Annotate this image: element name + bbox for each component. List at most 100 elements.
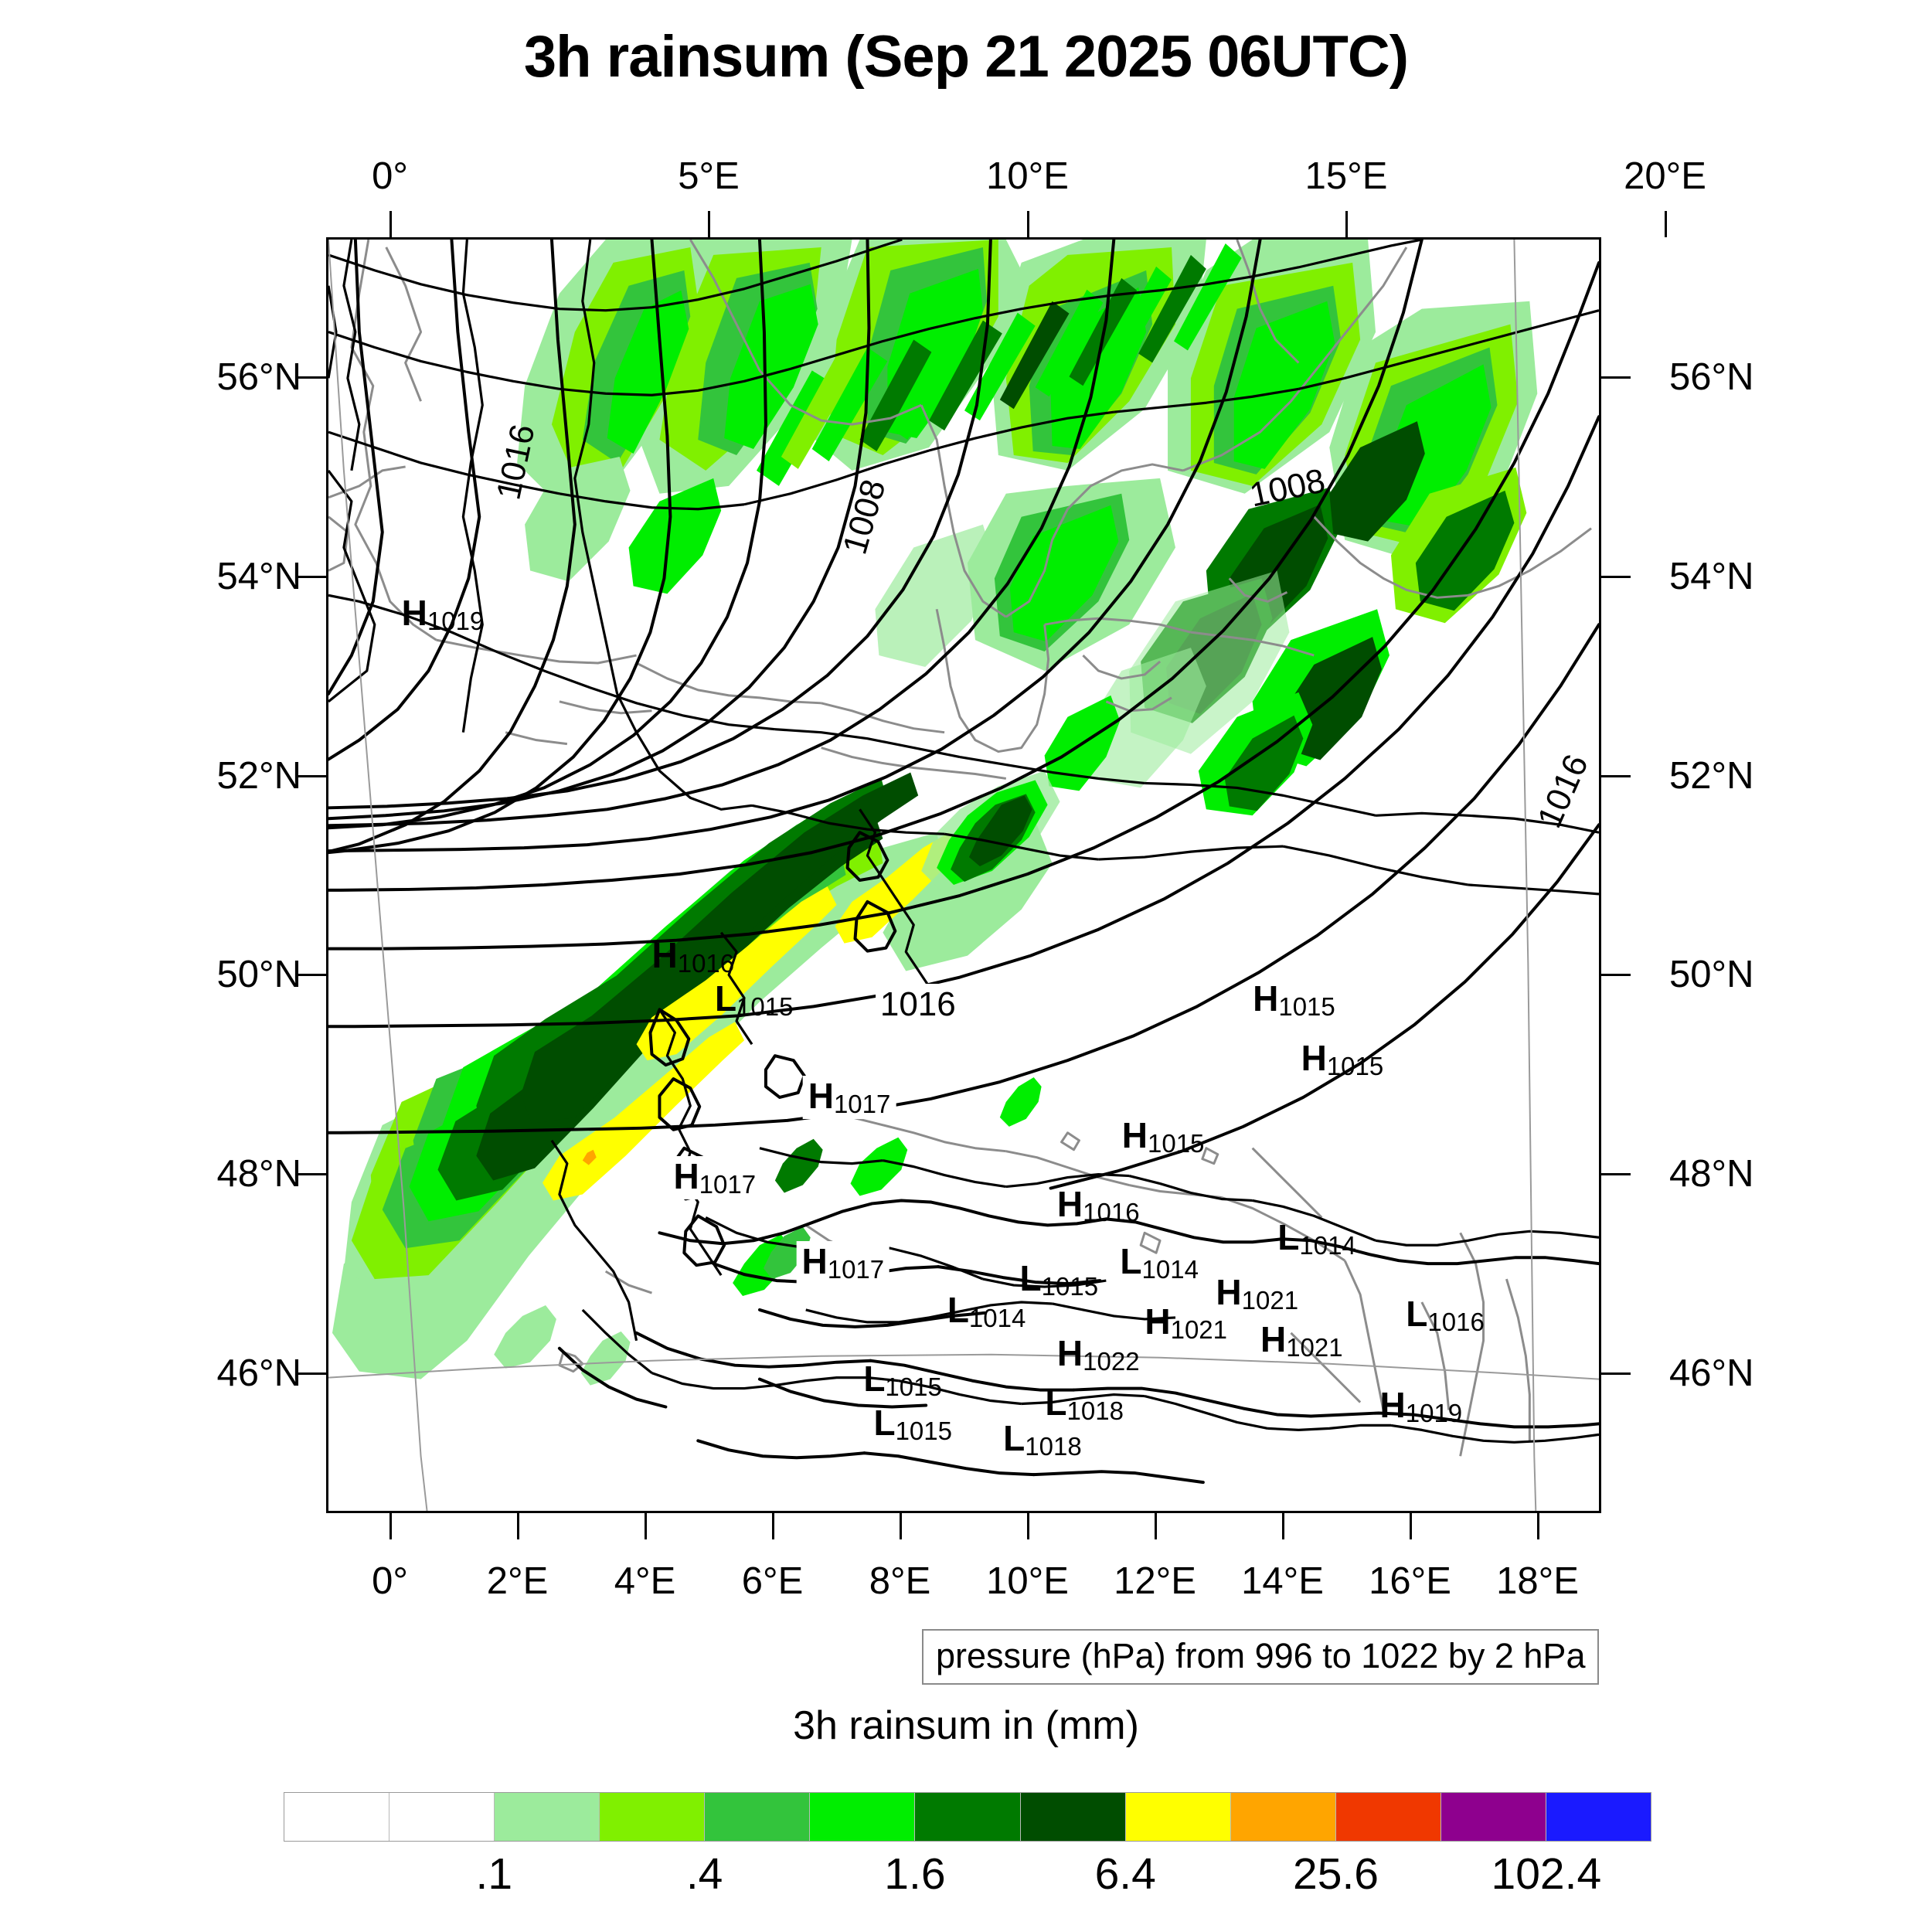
pressure-centre-value: 1016: [677, 948, 735, 978]
map-canvas: [328, 240, 1599, 1511]
colorbar-title: 3h rainsum in (mm): [793, 1703, 1139, 1748]
pressure-centre-value: 1015: [1041, 1271, 1099, 1301]
pressure-centre-value: 1014: [1141, 1255, 1199, 1284]
axis-tick-bottom-7: 14°E: [1241, 1560, 1324, 1602]
colorbar-cell[interactable]: [1125, 1793, 1231, 1841]
high-pressure-marker: H1015: [1301, 1040, 1384, 1079]
high-pressure-marker: H1019: [402, 595, 485, 634]
pressure-centre-value: 1017: [699, 1170, 757, 1199]
high-pressure-marker: H1017: [796, 1241, 890, 1285]
axis-tickmark-top-4: [1664, 211, 1667, 237]
axis-tickmark-right-4: [1601, 1173, 1631, 1176]
graticule-layer: [328, 240, 1599, 1511]
pressure-centre-type: H: [1253, 978, 1279, 1019]
colorbar-cell[interactable]: [1335, 1793, 1441, 1841]
axis-tickmark-top-3: [1345, 211, 1348, 237]
pressure-centre-type: L: [1045, 1382, 1067, 1423]
axis-tick-top-4: 20°E: [1624, 155, 1706, 197]
pressure-contour-layer: [328, 240, 1599, 1485]
axis-tickmark-right-3: [1601, 974, 1631, 977]
colorbar-cell[interactable]: [284, 1793, 390, 1841]
high-pressure-marker: H1019: [1380, 1387, 1463, 1426]
axis-tickmark-left-5: [297, 1372, 326, 1376]
pressure-centre-type: H: [1145, 1301, 1171, 1342]
high-pressure-marker: H1021: [1145, 1304, 1227, 1342]
axis-tickmark-left-0: [297, 376, 326, 379]
colorbar-cell[interactable]: [1230, 1793, 1336, 1841]
colorbar-labels: .1 .4 1.6 6.4 25.6 102.4: [284, 1849, 1651, 1918]
axis-tickmark-bottom-5: [1026, 1513, 1029, 1539]
pressure-centre-value: 1015: [736, 992, 794, 1021]
pressure-centre-value: 1021: [1241, 1285, 1299, 1315]
pressure-centre-type: H: [1216, 1271, 1242, 1312]
colorbar-tick-label: .1: [475, 1849, 513, 1899]
high-pressure-marker: H1015: [1122, 1117, 1205, 1156]
axis-tick-bottom-1: 2°E: [486, 1560, 549, 1602]
pressure-centre-type: L: [1019, 1257, 1042, 1298]
pressure-centre-value: 1016: [1427, 1307, 1485, 1336]
low-pressure-marker: L1016: [1406, 1296, 1485, 1335]
pressure-centre-value: 1015: [885, 1372, 942, 1401]
axis-tick-bottom-5: 10°E: [986, 1560, 1069, 1602]
pressure-centre-value: 1017: [833, 1090, 891, 1119]
colorbar-cell[interactable]: [389, 1793, 495, 1841]
pressure-centre-value: 1016: [1083, 1198, 1140, 1227]
axis-tickmark-left-1: [297, 575, 326, 578]
pressure-centre-type: L: [1277, 1216, 1300, 1257]
contour-label-1016-s: 1016: [875, 984, 961, 1026]
axis-tickmark-bottom-6: [1154, 1513, 1157, 1539]
low-pressure-marker: L1015: [715, 981, 794, 1019]
pressure-centre-value: 1018: [1025, 1431, 1082, 1461]
axis-tickmark-left-4: [297, 1173, 326, 1176]
axis-tick-bottom-9: 18°E: [1496, 1560, 1579, 1602]
axis-tickmark-bottom-8: [1409, 1513, 1412, 1539]
axis-tick-left-5: 46°N: [216, 1352, 301, 1395]
colorbar[interactable]: [284, 1792, 1651, 1842]
axis-tick-top-2: 10°E: [986, 155, 1069, 197]
axis-tickmark-right-5: [1601, 1372, 1631, 1376]
colorbar-cell[interactable]: [705, 1793, 811, 1841]
high-pressure-marker: H1015: [1253, 981, 1335, 1019]
axis-tick-top-3: 15°E: [1304, 155, 1388, 197]
high-pressure-marker: H1017: [802, 1076, 896, 1120]
axis-tickmark-top-2: [1026, 211, 1029, 237]
colorbar-cell[interactable]: [600, 1793, 706, 1841]
colorbar-tick-label: 6.4: [1094, 1849, 1156, 1899]
colorbar-tick-label: 1.6: [884, 1849, 946, 1899]
colorbar-cell[interactable]: [1546, 1793, 1651, 1841]
low-pressure-marker: L1014: [1120, 1243, 1199, 1282]
low-pressure-marker: L1015: [863, 1361, 942, 1400]
pressure-centre-type: L: [873, 1403, 896, 1444]
low-pressure-marker: L1015: [873, 1405, 952, 1444]
axis-tick-bottom-0: 0°: [372, 1560, 408, 1602]
high-pressure-marker: H1021: [1216, 1274, 1298, 1313]
axis-tick-left-4: 48°N: [216, 1153, 301, 1196]
axis-tick-left-0: 56°N: [216, 355, 301, 398]
colorbar-cell[interactable]: [810, 1793, 916, 1841]
pressure-centre-type: L: [1406, 1293, 1428, 1334]
axis-tickmark-bottom-0: [389, 1513, 392, 1539]
pressure-centre-type: L: [947, 1289, 969, 1330]
colorbar-tick-label: .4: [685, 1849, 723, 1899]
pressure-centre-type: L: [863, 1358, 886, 1399]
low-pressure-marker: L1018: [1045, 1385, 1124, 1423]
pressure-centre-type: H: [1056, 1184, 1083, 1225]
axis-tickmark-bottom-4: [899, 1513, 902, 1539]
pressure-centre-type: H: [673, 1156, 699, 1196]
colorbar-cell[interactable]: [1020, 1793, 1126, 1841]
axis-tickmark-bottom-3: [771, 1513, 774, 1539]
pressure-centre-value: 1014: [1299, 1230, 1356, 1260]
high-pressure-marker: H1016: [1057, 1186, 1140, 1225]
low-pressure-marker: L1014: [947, 1292, 1026, 1331]
colorbar-cell[interactable]: [495, 1793, 600, 1841]
colorbar-cell[interactable]: [915, 1793, 1021, 1841]
colorbar-tick-label: 102.4: [1491, 1849, 1602, 1899]
axis-tickmark-top-0: [389, 211, 392, 237]
axis-tick-right-3: 50°N: [1669, 954, 1754, 996]
axis-tick-right-5: 46°N: [1669, 1352, 1754, 1395]
axis-tick-bottom-6: 12°E: [1114, 1560, 1196, 1602]
pressure-centre-type: L: [714, 978, 737, 1019]
colorbar-cell[interactable]: [1440, 1793, 1546, 1841]
axis-tick-right-4: 48°N: [1669, 1153, 1754, 1196]
axis-tickmark-left-2: [297, 774, 326, 777]
